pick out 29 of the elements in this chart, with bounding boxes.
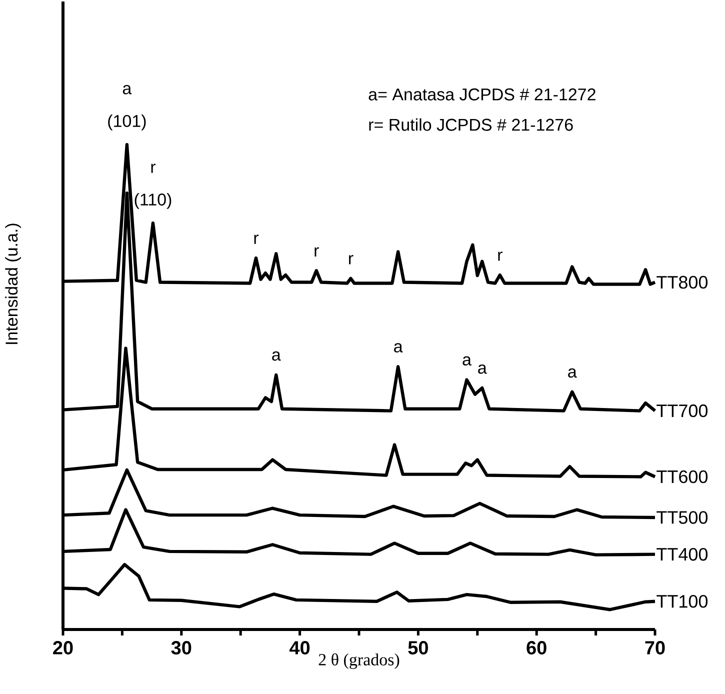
series-label: TT800 xyxy=(656,276,708,289)
annotation: a xyxy=(478,364,487,374)
x-tick-label: 20 xyxy=(53,641,73,655)
x-axis-title: 2 θ (grados) xyxy=(318,654,400,670)
text: a= Anatasa JCPDS # 21-1272 xyxy=(368,88,596,101)
series-label: TT700 xyxy=(656,404,708,418)
y-axis-title: Intensidad (u.a.) xyxy=(5,224,21,344)
x-tick-label: 30 xyxy=(171,641,192,655)
annotation: a xyxy=(272,352,281,361)
annotation: a xyxy=(122,85,132,95)
x-tick-label: 70 xyxy=(645,641,665,655)
annotation: (101) xyxy=(108,114,146,131)
series-label: TT600 xyxy=(656,470,708,484)
annotation: (110) xyxy=(134,193,172,210)
text: r= Rutilo JCPDS # 21-1276 xyxy=(369,118,573,132)
annotation: a xyxy=(568,368,577,378)
annotation: r xyxy=(151,164,156,174)
annotation: a xyxy=(394,343,403,353)
x-tick-label: 60 xyxy=(526,641,546,655)
annotation: r xyxy=(314,248,319,257)
series-label: TT100 xyxy=(656,595,708,608)
annotation: r xyxy=(254,234,259,244)
annotation: a xyxy=(462,356,472,366)
annotation: r xyxy=(349,255,354,264)
x-tick-label: 40 xyxy=(290,641,310,655)
series-label: TT400 xyxy=(656,548,708,561)
annotation: r xyxy=(498,252,502,262)
x-tick-label: 50 xyxy=(408,641,428,655)
series-label: TT500 xyxy=(656,511,708,524)
